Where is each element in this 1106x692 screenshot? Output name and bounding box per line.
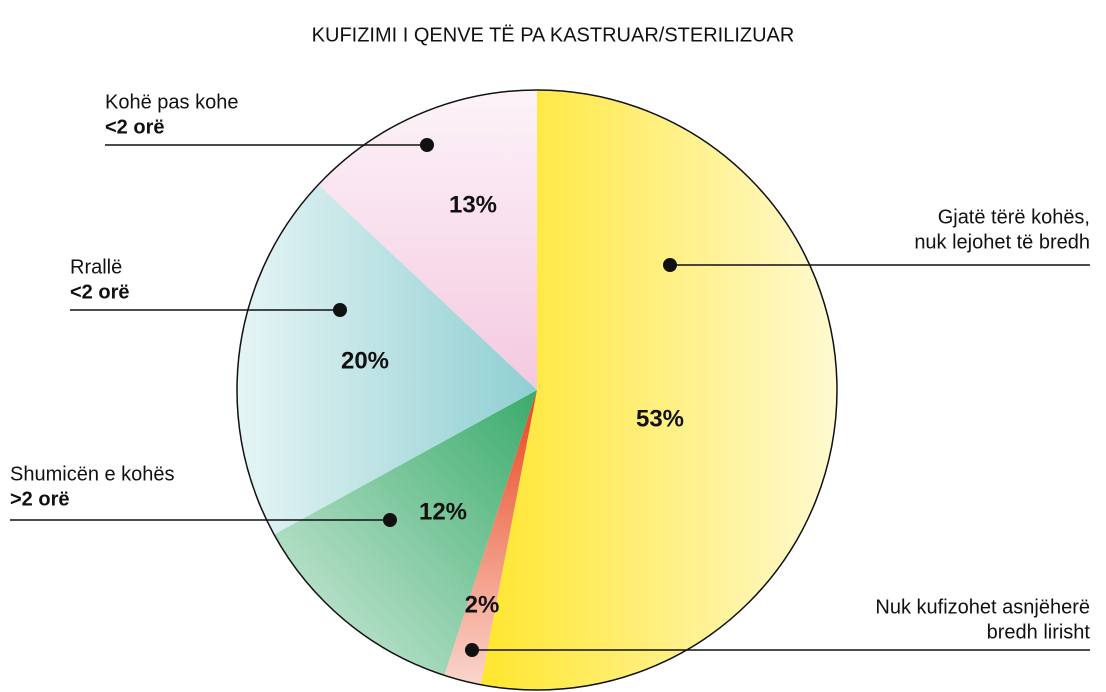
value-label: 2% (465, 591, 500, 618)
slice (237, 184, 537, 535)
slice (480, 90, 837, 690)
category-label: Nuk kufizohet asnjëherë (875, 596, 1090, 618)
leader-dot (333, 303, 347, 317)
leader-dot (420, 138, 434, 152)
chart-title: KUFIZIMI I QENVE TË PA KASTRUAR/STERILIZ… (312, 24, 795, 46)
leader-dot (465, 643, 479, 657)
leader-dot (383, 513, 397, 527)
category-label: Gjatë tërë kohës, (938, 206, 1090, 228)
slice (444, 390, 537, 685)
value-label: 12% (419, 498, 467, 525)
category-label: nuk lejohet të bredh (914, 231, 1090, 253)
category-label: Rrallë (70, 256, 122, 278)
slice (274, 390, 537, 676)
value-label: 53% (636, 405, 684, 432)
duration-label: <2 orë (70, 281, 129, 303)
duration-label: >2 orë (10, 488, 69, 510)
slices (237, 90, 837, 690)
duration-label: <2 orë (105, 116, 164, 138)
category-label: bredh lirisht (987, 621, 1091, 643)
pie-outline (236, 89, 838, 691)
category-label: Shumicën e kohës (10, 463, 175, 485)
value-label: 13% (449, 191, 497, 218)
category-label: Kohë pas kohe (105, 91, 238, 113)
value-label: 20% (341, 347, 389, 374)
leader-dot (663, 258, 677, 272)
slice (318, 90, 537, 390)
